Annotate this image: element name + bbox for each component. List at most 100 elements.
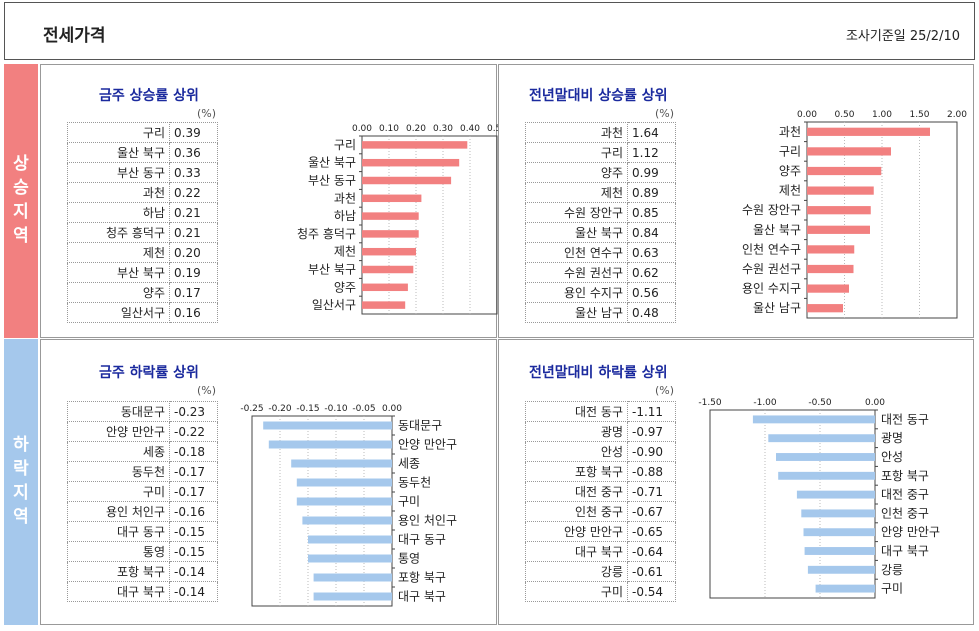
panel-ytd-fall: 전년말대비 하락률 상위 (%) 대전 동구 -1.11 광명 -0.97 안성 -0.9… bbox=[498, 339, 974, 625]
survey-date: 조사기준일 25/2/10 bbox=[845, 29, 960, 44]
region-name: 일산서구 bbox=[67, 302, 170, 323]
side-label-char: 지 bbox=[13, 202, 29, 222]
table-row: 포항 북구 -0.14 bbox=[67, 561, 218, 582]
category-label: 대구 북구 bbox=[398, 590, 446, 604]
region-name: 구미 bbox=[67, 481, 170, 502]
category-label: 대구 동구 bbox=[398, 533, 446, 547]
table-row: 청주 흥덕구 0.21 bbox=[67, 222, 218, 243]
tick-label: -0.20 bbox=[268, 404, 292, 414]
tick-label: 0.40 bbox=[460, 124, 480, 134]
category-label: 하남 bbox=[334, 209, 356, 223]
bar bbox=[362, 283, 408, 292]
panel-title: 금주 하락률 상위 bbox=[99, 365, 199, 381]
bar bbox=[362, 176, 452, 185]
region-name: 울산 북구 bbox=[67, 142, 170, 163]
category-label: 용인 처인구 bbox=[398, 514, 457, 528]
panel-title: 금주 상승률 상위 bbox=[99, 88, 199, 104]
change-value: 0.84 bbox=[627, 222, 676, 243]
change-value: 0.20 bbox=[169, 242, 218, 263]
bar bbox=[291, 459, 392, 468]
panel-weekly-fall: 금주 하락률 상위 (%) 동대문구 -0.23 안양 만안구 -0.22 세종 -0.1… bbox=[40, 339, 497, 625]
table-row: 용인 수지구 0.56 bbox=[525, 282, 676, 303]
bar bbox=[362, 212, 419, 220]
region-name: 용인 수지구 bbox=[525, 282, 628, 303]
region-name: 광명 bbox=[525, 421, 628, 442]
change-value: 0.22 bbox=[169, 182, 218, 203]
change-value: -0.71 bbox=[627, 481, 676, 502]
region-name: 수원 권선구 bbox=[525, 262, 628, 283]
change-value: -0.18 bbox=[169, 441, 218, 462]
value-table: 대전 동구 -1.11 광명 -0.97 안성 -0.90 포항 북구 -0.88 대전 중구 -… bbox=[525, 401, 676, 602]
table-row: 강릉 -0.61 bbox=[525, 561, 676, 582]
change-value: -0.88 bbox=[627, 461, 676, 482]
side-label-char: 승 bbox=[13, 178, 29, 198]
bar bbox=[308, 554, 392, 563]
category-label: 구미 bbox=[398, 495, 420, 509]
tick-label: -1.00 bbox=[753, 398, 777, 408]
change-value: -0.17 bbox=[169, 461, 218, 482]
category-label: 수원 장안구 bbox=[742, 203, 801, 217]
panel-title: 전년말대비 하락률 상위 bbox=[529, 365, 668, 381]
unit-label: (%) bbox=[655, 107, 675, 120]
region-name: 양주 bbox=[525, 162, 628, 183]
category-label: 부산 동구 bbox=[308, 174, 356, 188]
category-label: 인천 연수구 bbox=[742, 241, 801, 256]
change-value: -0.67 bbox=[627, 501, 676, 522]
table-row: 부산 동구 0.33 bbox=[67, 162, 218, 183]
table-row: 울산 남구 0.48 bbox=[525, 302, 676, 323]
tick-label: 2.00 bbox=[947, 110, 967, 120]
region-name: 제천 bbox=[67, 242, 170, 263]
panel-ytd-rise: 전년말대비 상승률 상위 (%) 과천 1.64 구리 1.12 양주 0.99 제천 0.8… bbox=[498, 64, 974, 338]
category-label: 울산 남구 bbox=[753, 301, 801, 315]
category-label: 구리 bbox=[779, 144, 801, 158]
panel-weekly-rise: 금주 상승률 상위 (%) 구리 0.39 울산 북구 0.36 부산 동구 0.33 과천… bbox=[40, 64, 507, 338]
category-label: 대구 북구 bbox=[881, 544, 929, 558]
change-value: 1.12 bbox=[627, 142, 676, 163]
table-row: 제천 0.89 bbox=[525, 182, 676, 203]
change-value: -0.90 bbox=[627, 441, 676, 462]
table-row: 구미 -0.54 bbox=[525, 581, 676, 602]
region-name: 대전 중구 bbox=[525, 481, 628, 502]
change-value: -0.64 bbox=[627, 541, 676, 562]
bar bbox=[362, 247, 416, 256]
bar bbox=[362, 194, 422, 203]
table-row: 울산 북구 0.36 bbox=[67, 142, 218, 163]
category-label: 구리 bbox=[334, 138, 356, 152]
bar bbox=[807, 225, 870, 234]
side-label-char: 상 bbox=[13, 154, 29, 174]
table-row: 구미 -0.17 bbox=[67, 481, 218, 502]
category-label: 통영 bbox=[398, 552, 420, 566]
category-label: 울산 북구 bbox=[308, 156, 356, 170]
region-name: 안양 만안구 bbox=[525, 521, 628, 542]
region-name: 통영 bbox=[67, 541, 170, 562]
tick-label: 0.30 bbox=[433, 124, 453, 134]
change-value: -0.22 bbox=[169, 421, 218, 442]
region-name: 인천 중구 bbox=[525, 501, 628, 522]
table-row: 대구 동구 -0.15 bbox=[67, 521, 218, 542]
table-row: 안양 만안구 -0.65 bbox=[525, 521, 676, 542]
change-value: 1.64 bbox=[627, 122, 676, 143]
table-row: 수원 장안구 0.85 bbox=[525, 202, 676, 223]
change-value: -1.11 bbox=[627, 401, 676, 422]
side-label-char: 지 bbox=[13, 483, 29, 503]
tick-label: 0.00 bbox=[382, 404, 402, 414]
category-label: 세종 bbox=[398, 457, 420, 471]
change-value: -0.15 bbox=[169, 541, 218, 562]
bar bbox=[801, 509, 875, 518]
region-name: 과천 bbox=[67, 182, 170, 203]
bar bbox=[308, 535, 392, 544]
bar bbox=[815, 584, 875, 593]
side-label-char: 하 bbox=[13, 435, 29, 455]
unit-label: (%) bbox=[655, 384, 675, 397]
change-value: 0.62 bbox=[627, 262, 676, 283]
bar bbox=[752, 415, 875, 424]
bar bbox=[313, 592, 392, 601]
bar bbox=[796, 490, 875, 499]
table-row: 동두천 -0.17 bbox=[67, 461, 218, 482]
change-value: 0.56 bbox=[627, 282, 676, 303]
category-label: 안양 만안구 bbox=[881, 525, 940, 539]
table-row: 양주 0.99 bbox=[525, 162, 676, 183]
region-name: 포항 북구 bbox=[67, 561, 170, 582]
